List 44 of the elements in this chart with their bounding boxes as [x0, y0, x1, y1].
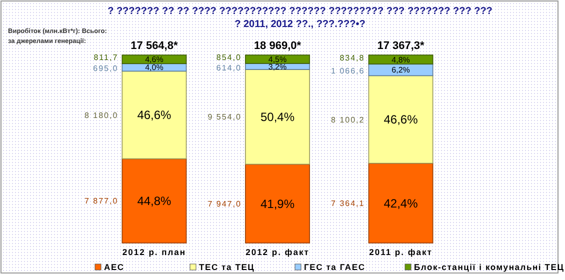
data-label: 46,6%	[384, 112, 418, 127]
data-label: 4,0%	[145, 63, 164, 72]
annotation: 695,0	[93, 64, 118, 74]
bar	[368, 54, 434, 64]
annotation: 7 947,0	[208, 199, 242, 208]
data-label: 4,5%	[268, 55, 287, 64]
annotation: 8 180,0	[84, 110, 118, 120]
text: 17 564,8*	[130, 40, 178, 52]
data-label: 46,6%	[137, 108, 172, 122]
data-label: 3,2%	[268, 62, 287, 72]
bar	[122, 158, 187, 244]
data-label: 42,4%	[384, 196, 418, 210]
annotation: 614,0	[216, 63, 242, 72]
data-label: 41,9%	[260, 196, 295, 211]
data-label: 50,4%	[260, 110, 295, 124]
x-tick-label: 2012 р. план	[122, 247, 186, 257]
x-tick-label: 2011 р. факт	[369, 247, 432, 257]
legend-label: АЕС	[104, 262, 124, 272]
bar	[245, 54, 310, 64]
text: 18 969,0*	[254, 40, 302, 52]
data-label: 4,6%	[145, 55, 164, 64]
bar	[245, 164, 310, 244]
data-label: 6,2%	[392, 66, 410, 75]
bar	[368, 162, 434, 244]
annotation: 834,8	[340, 53, 365, 62]
bar	[122, 70, 187, 160]
annotation: 1 066,6	[331, 66, 365, 76]
text: 17 367,3*	[377, 40, 426, 52]
bar	[368, 75, 434, 164]
legend-label: ТЕС та ТЕЦ	[199, 262, 255, 272]
annotation: 7 364,1	[331, 198, 365, 208]
x-tick-label: 2012 р. факт	[246, 247, 310, 257]
bar	[245, 69, 310, 165]
legend-label: ГЕС та ГАЕС	[304, 262, 366, 272]
chart-title: ? ??????? ?? ?? ???? ??????????? ?????? ????????? ??? ??????? ??? ??? ? 2011, 2012 ??., ???.???•?	[108, 6, 492, 30]
data-label: 4,8%	[392, 55, 410, 64]
annotation: 811,7	[94, 53, 118, 62]
bar	[122, 54, 187, 64]
annotation: 9 554,0	[208, 112, 242, 122]
annotation: 854,0	[216, 53, 242, 62]
annotation: 8 100,2	[331, 115, 365, 124]
data-label: 44,8%	[137, 194, 172, 208]
legend-label: Блок-станції і комунальні ТЕЦ	[414, 262, 564, 272]
annotation: 7 877,0	[84, 196, 118, 206]
